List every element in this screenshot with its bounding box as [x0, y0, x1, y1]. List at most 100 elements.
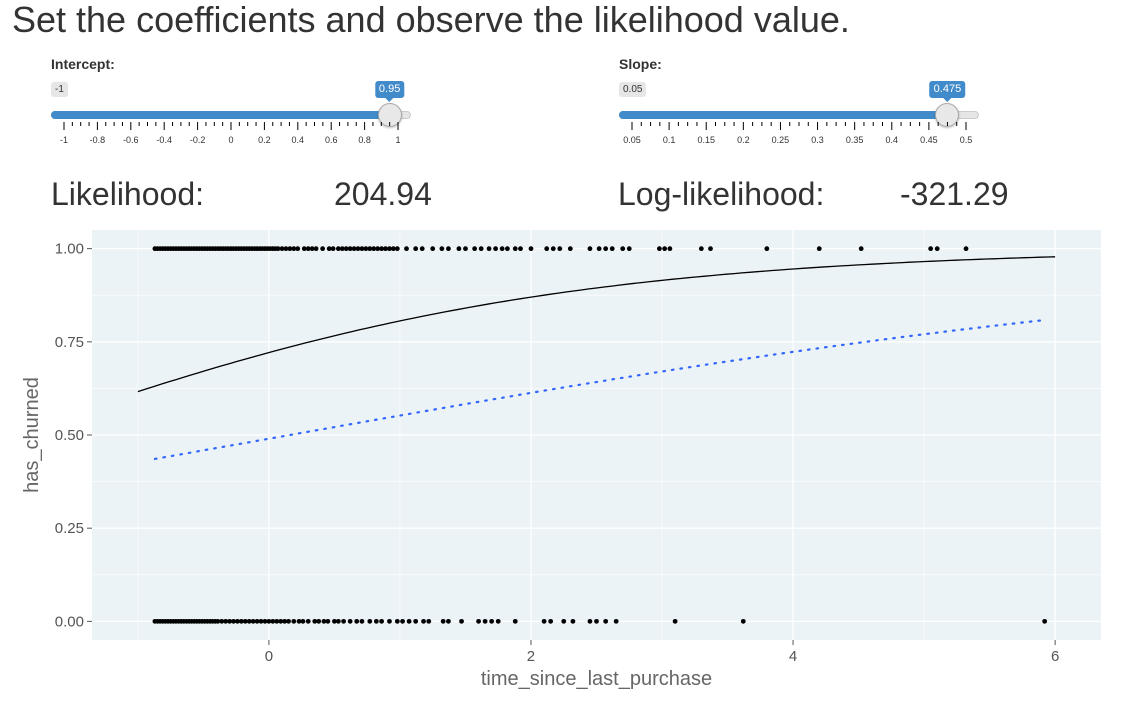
data-point — [287, 246, 293, 252]
data-point — [486, 246, 492, 252]
data-point — [459, 618, 464, 624]
data-point — [406, 618, 412, 624]
data-point — [300, 618, 306, 624]
data-point — [373, 618, 379, 624]
data-point — [440, 618, 446, 624]
intercept-slider-label: Intercept: — [51, 56, 115, 72]
intercept-slider-ticks: -1 -0.8 -0.6 -0.4 -0.2 0 0.2 0.4 0.6 0.8 1 — [60, 122, 401, 145]
slider-tick-label: 0.5 — [960, 135, 973, 145]
likelihood-label: Likelihood: — [51, 176, 204, 212]
data-point — [351, 246, 357, 252]
data-point — [355, 246, 361, 252]
data-point — [332, 618, 337, 624]
data-point — [1042, 618, 1048, 624]
data-point — [305, 246, 311, 252]
data-point — [325, 618, 331, 624]
slider-tick-label: 0.2 — [737, 135, 750, 145]
data-point — [662, 246, 668, 252]
data-point — [400, 618, 405, 624]
data-point — [620, 246, 626, 252]
data-point — [858, 246, 864, 252]
data-point — [367, 618, 373, 624]
data-point — [439, 246, 445, 252]
data-point — [250, 618, 256, 624]
data-point — [603, 246, 609, 252]
data-point — [541, 618, 547, 624]
intercept-min-badge: -1 — [51, 82, 68, 97]
data-point — [528, 246, 534, 252]
data-point — [320, 246, 326, 252]
data-point — [305, 618, 311, 624]
data-point — [456, 246, 462, 252]
data-point — [258, 618, 264, 624]
data-point — [419, 246, 425, 252]
slope-min-badge: 0.05 — [619, 82, 647, 97]
slope-slider[interactable]: Slope: 0.05 0.475 0.05 0.1 0.15 0.2 0.25 0.3 0… — [619, 52, 981, 152]
data-point — [223, 618, 229, 624]
data-point — [478, 246, 484, 252]
slider-tick-label: 0.1 — [663, 135, 676, 145]
data-point — [313, 246, 319, 252]
data-point — [283, 246, 289, 252]
data-point — [446, 246, 451, 252]
data-point — [347, 618, 353, 624]
data-point — [371, 246, 377, 252]
intercept-slider[interactable]: Intercept: -1 0.95 -1 -0.8 -0.6 -0.4 -0.2 0 0.… — [51, 52, 413, 152]
data-point — [426, 618, 432, 624]
data-point — [596, 246, 602, 252]
data-point — [518, 246, 523, 252]
data-point — [278, 618, 284, 624]
data-point — [394, 618, 400, 624]
data-point — [321, 618, 327, 624]
data-point — [231, 618, 236, 624]
page-title: Set the coefficients and observe the lik… — [12, 0, 850, 40]
data-point — [291, 246, 297, 252]
y-tick-label: 0.25 — [55, 520, 84, 537]
slider-tick-label: -0.8 — [90, 135, 106, 145]
data-point — [548, 618, 554, 624]
data-point — [227, 618, 232, 624]
data-point — [379, 246, 384, 252]
data-point — [587, 246, 593, 252]
data-point — [493, 246, 498, 252]
x-tick-label: 4 — [789, 648, 797, 665]
data-point — [587, 618, 593, 624]
data-point — [270, 618, 276, 624]
data-point — [215, 618, 221, 624]
data-point — [354, 618, 360, 624]
data-point — [698, 246, 704, 252]
y-tick-label: 0.00 — [55, 613, 84, 630]
data-point — [387, 618, 392, 624]
slope-value-badge: 0.475 — [929, 81, 966, 102]
slider-tick-label: 1 — [395, 135, 400, 145]
data-point — [421, 618, 426, 624]
slider-tick-label: 0 — [228, 135, 233, 145]
slider-tick-label: 0.45 — [920, 135, 938, 145]
x-axis-label: time_since_last_purchase — [481, 668, 712, 690]
data-point — [379, 618, 384, 624]
slider-tick-label: 0.4 — [292, 135, 305, 145]
intercept-value-badge: 0.95 — [374, 81, 405, 102]
data-point — [246, 618, 252, 624]
data-point — [613, 618, 619, 624]
data-point — [740, 618, 746, 624]
data-point — [274, 618, 280, 624]
slider-tick-label: 0.4 — [886, 135, 899, 145]
data-point — [242, 618, 248, 624]
data-point — [341, 618, 346, 624]
plot-axes: 0 2 4 6 0.00 0.25 0.50 0.75 1.00 — [55, 241, 1060, 665]
data-point — [446, 618, 451, 624]
data-point — [359, 618, 365, 624]
data-point — [262, 618, 268, 624]
data-point — [764, 246, 770, 252]
data-point — [489, 618, 495, 624]
slider-tick-label: -0.2 — [190, 135, 206, 145]
data-point — [404, 246, 409, 252]
data-point — [390, 246, 396, 252]
data-point — [626, 246, 632, 252]
data-point — [463, 246, 468, 252]
data-point — [609, 246, 615, 252]
data-point — [963, 246, 969, 252]
slope-slider-label: Slope: — [619, 56, 662, 72]
probability-curve — [137, 256, 1056, 393]
